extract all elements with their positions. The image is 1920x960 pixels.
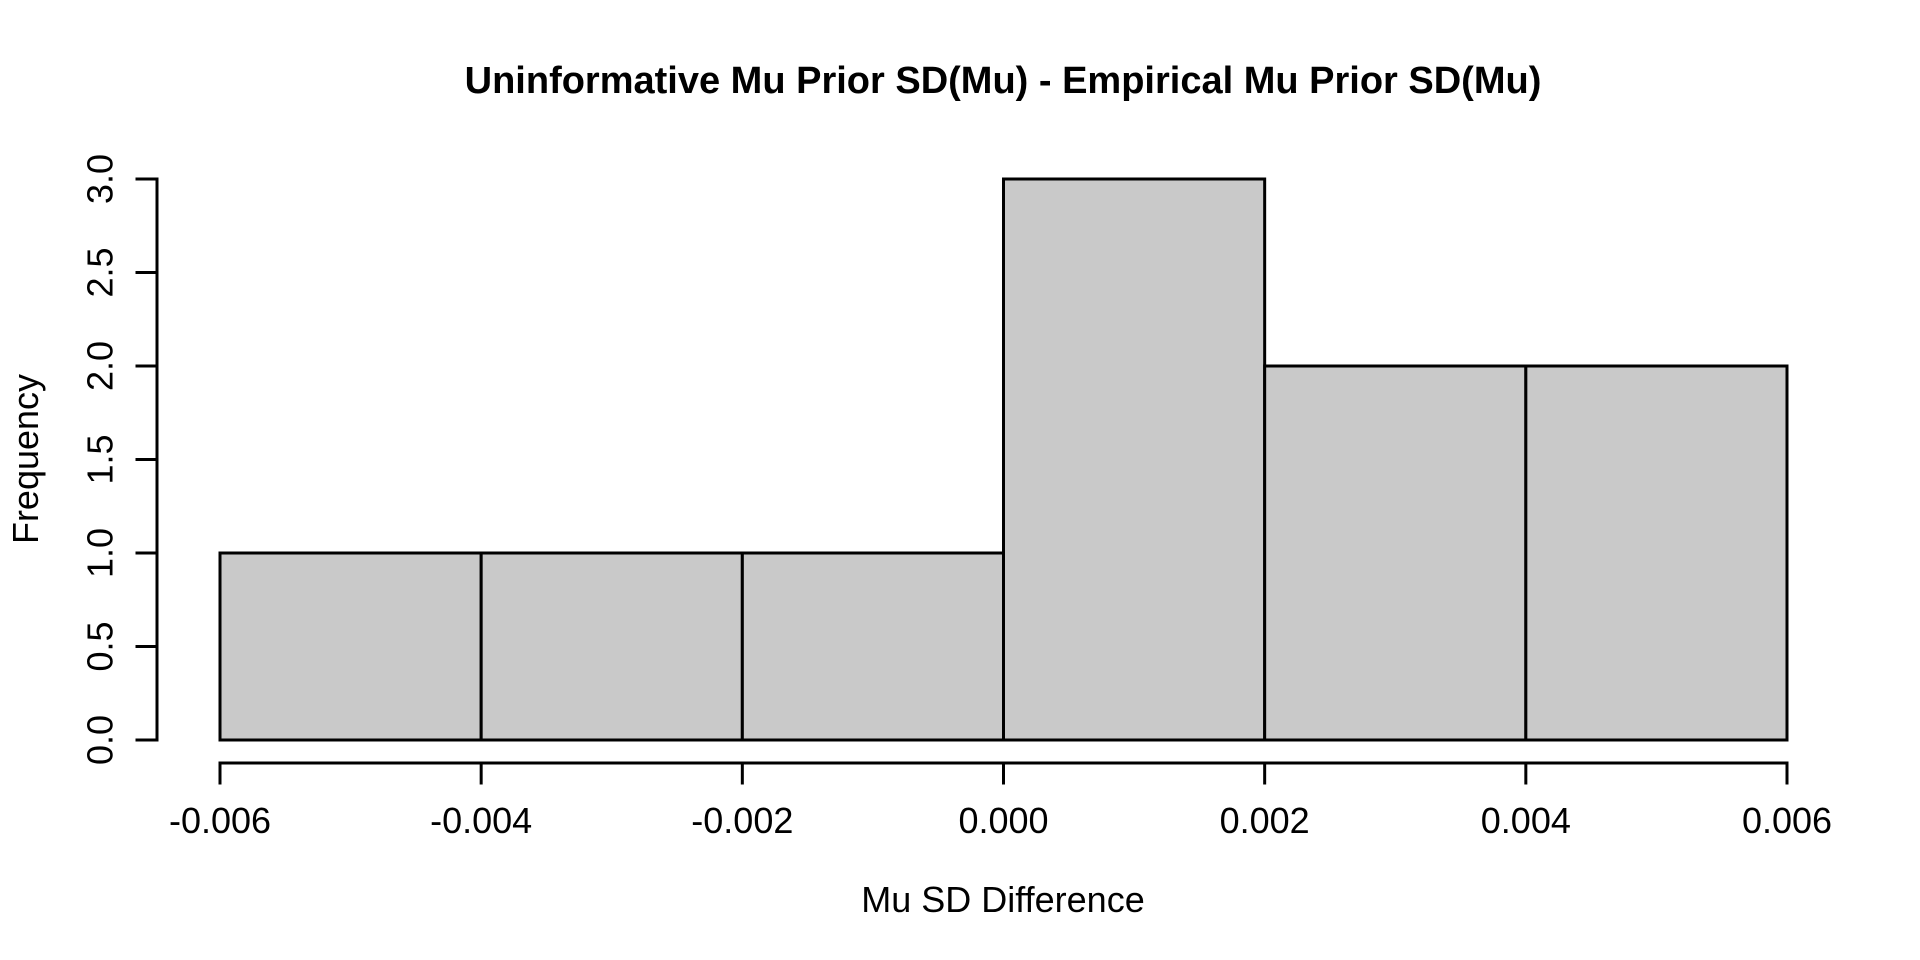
x-tick-label: -0.002 xyxy=(691,800,793,841)
bars-group xyxy=(218,177,1789,742)
x-tick-label: 0.006 xyxy=(1742,800,1832,841)
y-tick-label: 0.0 xyxy=(80,715,121,765)
x-tick-label: -0.004 xyxy=(430,800,532,841)
x-tick-label: -0.006 xyxy=(169,800,271,841)
y-tick-label: 2.5 xyxy=(80,247,121,297)
histogram-bar xyxy=(218,551,483,742)
x-axis-label: Mu SD Difference xyxy=(861,879,1144,920)
x-tick-label: 0.004 xyxy=(1481,800,1571,841)
y-tick-label: 1.5 xyxy=(80,434,121,484)
y-axis-label: Frequency xyxy=(5,374,46,544)
x-tick-label: 0.000 xyxy=(958,800,1048,841)
histogram-bar xyxy=(1263,364,1528,742)
x-tick-label: 0.002 xyxy=(1220,800,1310,841)
x-axis: -0.006 -0.004 -0.002 0.000 0.002 0.004 0.006 xyxy=(169,761,1832,841)
y-axis: 0.0 0.5 1.0 1.5 2.0 2.5 3.0 xyxy=(80,154,159,765)
histogram-bar xyxy=(1524,364,1789,742)
histogram-bar xyxy=(740,551,1005,742)
y-tick-label: 2.0 xyxy=(80,341,121,391)
y-tick-label: 3.0 xyxy=(80,154,121,204)
histogram-bar xyxy=(479,551,744,742)
chart-title: Uninformative Mu Prior SD(Mu) - Empirica… xyxy=(465,60,1542,102)
y-tick-label: 1.0 xyxy=(80,528,121,578)
histogram-bar xyxy=(1002,177,1267,742)
y-tick-label: 0.5 xyxy=(80,621,121,671)
